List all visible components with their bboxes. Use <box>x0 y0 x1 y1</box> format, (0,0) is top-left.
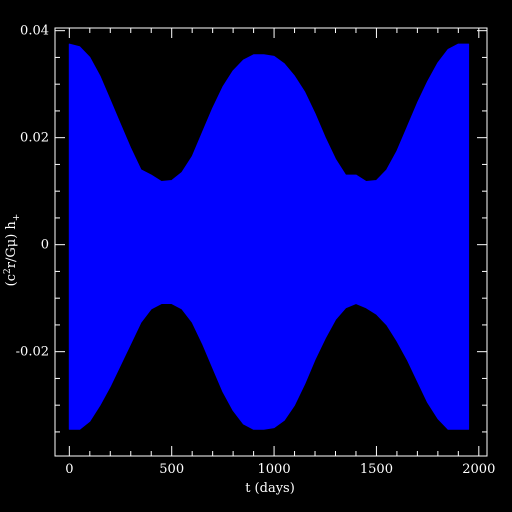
x-tick-label: 500 <box>159 462 184 477</box>
y-axis-title-part: r/Gμ) h <box>4 221 19 269</box>
plot-frame <box>54 27 488 457</box>
x-tick-label: 1500 <box>360 462 393 477</box>
x-tick-label: 2000 <box>462 462 495 477</box>
y-axis-title-superscript: 2 <box>3 268 13 274</box>
y-tick-label: 0 <box>41 238 49 253</box>
y-tick-label: -0.02 <box>16 345 49 360</box>
x-axis-title: t (days) <box>245 481 295 496</box>
y-axis-title: (c2r/Gμ) h+ <box>3 214 22 287</box>
x-tick-label: 0 <box>65 462 73 477</box>
tick-labels: 0 500 1000 1500 2000 -0.02 0 0.02 0.04 <box>16 24 496 477</box>
y-axis-title-part: (c <box>4 274 19 286</box>
axes-frame <box>54 27 488 457</box>
data-area-layer <box>68 43 470 430</box>
y-tick-label: 0.04 <box>20 24 49 39</box>
axis-ticks <box>55 28 487 456</box>
y-axis-title-subscript: + <box>12 214 22 222</box>
data-area <box>68 43 470 430</box>
x-tick-label: 1000 <box>258 462 291 477</box>
y-tick-label: 0.02 <box>20 131 49 146</box>
